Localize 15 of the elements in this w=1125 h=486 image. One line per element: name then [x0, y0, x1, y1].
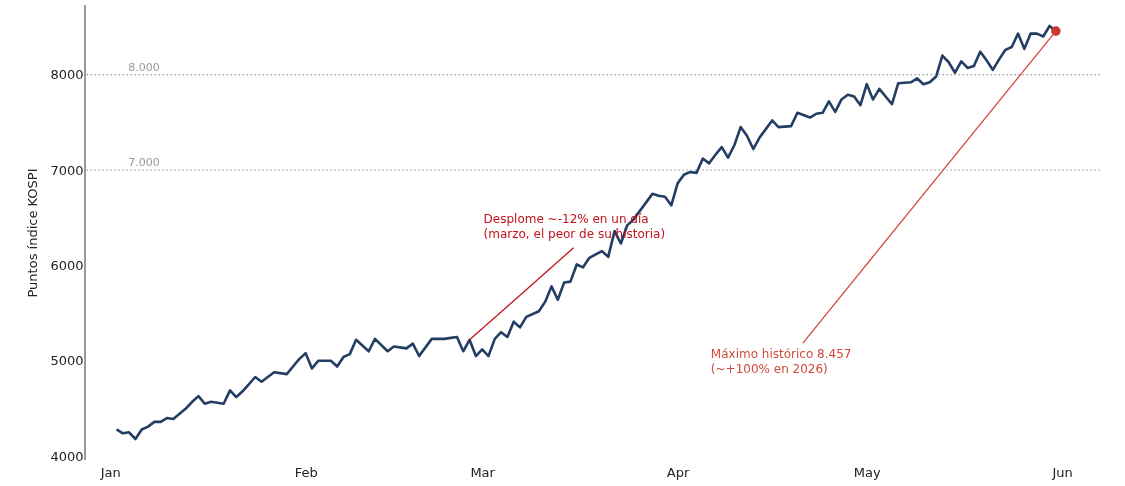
x-tick-label: Apr — [666, 464, 690, 480]
y-axis-title: Puntos índice KOSPI — [25, 168, 41, 298]
x-tick-label: Mar — [470, 464, 496, 480]
x-tick-label: Feb — [294, 464, 318, 480]
ref-line-label: 7.000 — [128, 156, 160, 170]
x-tick-label: Jun — [1051, 464, 1073, 480]
y-tick-label: 5000 — [50, 353, 84, 369]
y-tick-label: 4000 — [50, 448, 84, 464]
y-tick-label: 8000 — [50, 67, 84, 83]
x-tick-label: May — [853, 464, 881, 480]
x-tick-label: Jan — [99, 464, 121, 480]
y-tick-label: 7000 — [50, 162, 84, 178]
y-tick-label: 6000 — [50, 257, 84, 273]
ref-line-label: 8.000 — [128, 60, 160, 74]
annotation: Máximo histórico 8.457 (~+100% en 2026) — [710, 347, 852, 377]
